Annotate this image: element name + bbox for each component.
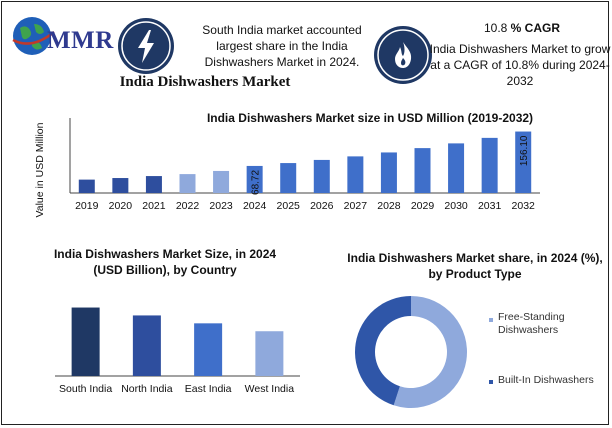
country-bar-south-india xyxy=(71,307,100,376)
legend-built-in: Built-In Dishwashers xyxy=(498,374,594,386)
south-india-info-text: South India market accounted largest sha… xyxy=(202,23,362,69)
logo-text: MMR xyxy=(47,27,114,54)
bar-2019 xyxy=(78,179,95,193)
cagr-label: % CAGR xyxy=(510,21,561,35)
bar-2022 xyxy=(179,174,196,193)
x-tick-2029: 2029 xyxy=(411,200,435,212)
legend-free-standing: Free-Standing Dishwashers xyxy=(498,311,565,336)
chart-3-title: India Dishwashers Market share, in 2024 … xyxy=(347,251,603,281)
x-tick-2027: 2027 xyxy=(344,200,368,212)
bar-2026 xyxy=(313,159,330,193)
data-label-2024: 68.72 xyxy=(251,170,262,195)
country-bar-west-india xyxy=(255,331,284,376)
bar-2024 xyxy=(246,165,263,193)
country-bar-north-india xyxy=(132,315,161,376)
chart-2-title: India Dishwashers Market Size, in 2024 (… xyxy=(53,247,277,277)
bar-2032 xyxy=(515,131,532,193)
x-tick-2031: 2031 xyxy=(478,200,502,212)
cagr-heading: 10.8 % CAGR xyxy=(434,20,610,36)
bar-2023 xyxy=(213,170,230,193)
country-bar-east-india xyxy=(194,323,223,376)
cagr-value: 10.8 xyxy=(483,21,511,35)
cagr-info-text: India Dishwashers Market to grow at a CA… xyxy=(429,42,611,88)
x-tick-2023: 2023 xyxy=(209,200,233,212)
bar-2031 xyxy=(481,137,498,193)
donut-slice-built-in xyxy=(355,296,411,406)
chart-1-title: India Dishwashers Market size in USD Mil… xyxy=(206,111,534,125)
data-label-2032: 156.10 xyxy=(519,135,530,166)
legend-swatch-free-standing xyxy=(489,318,493,322)
x-tick-2022: 2022 xyxy=(176,200,200,212)
bar-2025 xyxy=(280,163,297,193)
x-tick-2030: 2030 xyxy=(444,200,468,212)
bar-2020 xyxy=(112,178,129,193)
bar-2021 xyxy=(145,176,162,193)
x-tick-2024: 2024 xyxy=(243,200,267,212)
globe-logo-icon xyxy=(12,17,55,55)
donut-slice-free-standing xyxy=(393,296,468,408)
x-tick-2020: 2020 xyxy=(109,200,133,212)
country-tick-east-india: East India xyxy=(185,383,232,395)
x-tick-2028: 2028 xyxy=(377,200,401,212)
country-tick-south-india: South India xyxy=(59,383,112,395)
legend-swatch-built-in xyxy=(489,380,493,384)
bar-2029 xyxy=(414,148,431,193)
x-tick-2021: 2021 xyxy=(142,200,166,212)
bar-2028 xyxy=(380,152,397,193)
x-tick-2032: 2032 xyxy=(512,200,536,212)
country-tick-north-india: North India xyxy=(121,383,173,395)
lightning-icon xyxy=(118,18,174,74)
bar-2030 xyxy=(448,143,465,193)
page-title: India Dishwashers Market xyxy=(119,74,291,90)
x-tick-2025: 2025 xyxy=(277,200,301,212)
x-tick-2019: 2019 xyxy=(75,200,99,212)
x-tick-2026: 2026 xyxy=(310,200,334,212)
flame-icon xyxy=(374,26,432,84)
bar-2027 xyxy=(347,156,364,193)
country-tick-west-india: West India xyxy=(245,383,295,395)
